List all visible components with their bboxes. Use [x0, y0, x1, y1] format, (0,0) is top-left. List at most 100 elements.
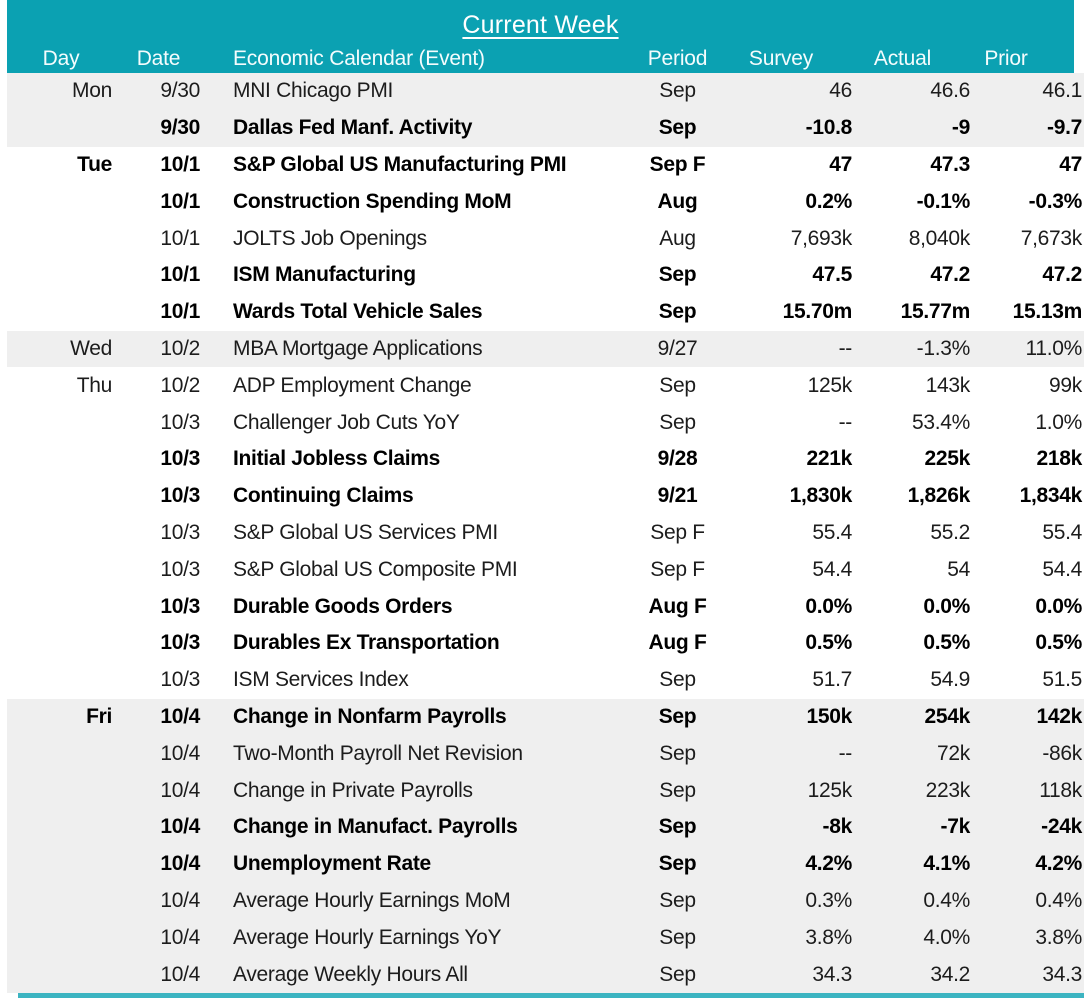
table-row: Fri 10/4 Change in Nonfarm Payrolls Sep 150k… [7, 698, 1084, 736]
cell-event: Continuing Claims [233, 484, 414, 508]
table-row: Wed 10/2 MBA Mortgage Applications 9/27 -- -1… [7, 330, 1084, 368]
cell-event: Dallas Fed Manf. Activity [233, 116, 473, 140]
cell-actual: 53.4% [911, 410, 970, 434]
cell-survey: 0.5% [805, 631, 852, 655]
cell-survey: 0.3% [805, 888, 852, 912]
cell-survey: 34.3 [812, 962, 852, 986]
cell-prior: 51.5 [1042, 668, 1082, 692]
cell-prior: 55.4 [1042, 520, 1082, 544]
cell-survey: 150k [806, 704, 852, 728]
cell-period: Sep [658, 704, 697, 728]
cell-survey: -- [838, 741, 853, 765]
cell-event: ADP Employment Change [233, 373, 472, 397]
cell-period: Sep [658, 852, 697, 876]
cell-prior: 11.0% [1025, 336, 1083, 360]
cell-survey: -- [838, 336, 853, 360]
cell-date: 10/1 [160, 263, 200, 287]
table-row: Tue 10/1 S&P Global US Manufacturing PMI Se… [7, 146, 1084, 184]
cell-prior: 0.0% [1035, 594, 1082, 618]
cell-date: 10/3 [160, 520, 200, 544]
cell-actual: 4.1% [923, 852, 970, 876]
cell-prior: 34.3 [1042, 962, 1082, 986]
cell-date: 10/1 [160, 300, 200, 324]
table-bottom-border [18, 992, 1084, 998]
cell-date: 10/3 [160, 447, 200, 471]
cell-date: 10/3 [160, 631, 200, 655]
cell-date: 10/4 [160, 815, 200, 839]
cell-survey: 0.0% [805, 594, 852, 618]
cell-event: Average Weekly Hours All [233, 962, 468, 986]
cell-actual: 0.5% [923, 631, 970, 655]
cell-date: 10/2 [160, 336, 200, 360]
cell-actual: 55.2 [930, 520, 970, 544]
cell-date: 10/3 [160, 668, 200, 692]
column-header-actual: Actual [873, 47, 932, 70]
table-row: 10/1 Construction Spending MoM Aug 0.2% -0.1… [7, 183, 1084, 221]
cell-date: 10/3 [160, 410, 200, 434]
cell-date: 10/4 [160, 741, 200, 765]
cell-actual: 47.2 [930, 263, 970, 287]
cell-event: ISM Services Index [233, 668, 409, 692]
cell-period: Sep [658, 116, 697, 140]
cell-survey: 54.4 [812, 557, 852, 581]
cell-actual: 225k [924, 447, 970, 471]
column-header-date: Date [136, 47, 181, 70]
cell-date: 10/3 [160, 557, 200, 581]
cell-date: 10/3 [160, 484, 200, 508]
cell-day: Tue [77, 152, 112, 176]
cell-prior: 99k [1049, 373, 1082, 397]
column-header-prior: Prior [984, 47, 1028, 70]
table-row: 10/4 Average Hourly Earnings YoY Sep 3.8% 4.… [7, 919, 1084, 957]
cell-prior: 1,834k [1019, 484, 1083, 508]
cell-prior: 4.2% [1035, 852, 1082, 876]
cell-prior: -0.3% [1028, 189, 1083, 213]
cell-actual: 1,826k [907, 484, 971, 508]
cell-period: Sep [659, 778, 696, 802]
cell-period: Aug [659, 226, 696, 250]
table-row: 9/30 Dallas Fed Manf. Activity Sep -10.8 -9 -… [7, 109, 1084, 147]
table-row: 10/1 ISM Manufacturing Sep 47.5 47.2 47.2 [7, 256, 1084, 294]
cell-period: Sep [659, 373, 696, 397]
cell-actual: 254k [924, 704, 970, 728]
table-row: 10/4 Average Hourly Earnings MoM Sep 0.3% 0.… [7, 882, 1084, 920]
cell-event: MBA Mortgage Applications [233, 336, 483, 360]
cell-period: 9/28 [657, 447, 698, 471]
cell-prior: 0.5% [1035, 631, 1082, 655]
cell-survey: -8k [822, 815, 853, 839]
cell-actual: 143k [925, 373, 971, 397]
table-row: 10/1 Wards Total Vehicle Sales Sep 15.70m 15… [7, 293, 1084, 331]
cell-period: Sep [659, 668, 696, 692]
cell-period: 9/21 [657, 484, 698, 508]
table-row: Thu 10/2 ADP Employment Change Sep 125k 143k 9… [7, 367, 1084, 405]
table-row: 10/3 Continuing Claims 9/21 1,830k 1,826k 1,8… [7, 477, 1084, 515]
cell-period: Sep [658, 300, 697, 324]
cell-actual: 46.6 [930, 79, 970, 103]
cell-period: Sep [659, 888, 696, 912]
cell-event: Durables Ex Transportation [233, 631, 500, 655]
cell-survey: 125k [807, 778, 853, 802]
cell-date: 10/4 [160, 704, 200, 728]
table-row: 10/3 Challenger Job Cuts YoY Sep -- 53.4% 1.0… [7, 404, 1084, 441]
cell-event: Change in Manufact. Payrolls [233, 815, 518, 839]
cell-actual: -9 [951, 116, 970, 140]
cell-prior: 54.4 [1042, 557, 1082, 581]
cell-event: ISM Manufacturing [233, 263, 416, 287]
cell-survey: 15.70m [782, 300, 853, 324]
table-body: Mon 9/30 MNI Chicago PMI Sep 46 46.6 46.1 9/30 D… [7, 73, 1084, 993]
table-row: 10/4 Unemployment Rate Sep 4.2% 4.1% 4.2% [7, 845, 1084, 883]
table-row: Mon 9/30 MNI Chicago PMI Sep 46 46.6 46.1 [7, 73, 1084, 110]
column-header-survey: Survey [748, 47, 814, 70]
table-row: 10/3 S&P Global US Services PMI Sep F 55.4 5… [7, 514, 1084, 552]
cell-event: Change in Nonfarm Payrolls [233, 704, 507, 728]
table-title: Current Week [462, 11, 619, 39]
cell-prior: -86k [1042, 741, 1082, 765]
cell-actual: 4.0% [923, 925, 970, 949]
cell-actual: 0.4% [923, 888, 970, 912]
cell-prior: 218k [1036, 447, 1082, 471]
table-row: 10/3 Durables Ex Transportation Aug F 0.5% 0… [7, 624, 1084, 662]
cell-day: Wed [70, 336, 112, 360]
cell-survey: 221k [806, 447, 852, 471]
cell-survey: 46 [829, 79, 852, 103]
cell-period: Sep F [650, 520, 705, 544]
cell-actual: -7k [940, 815, 971, 839]
